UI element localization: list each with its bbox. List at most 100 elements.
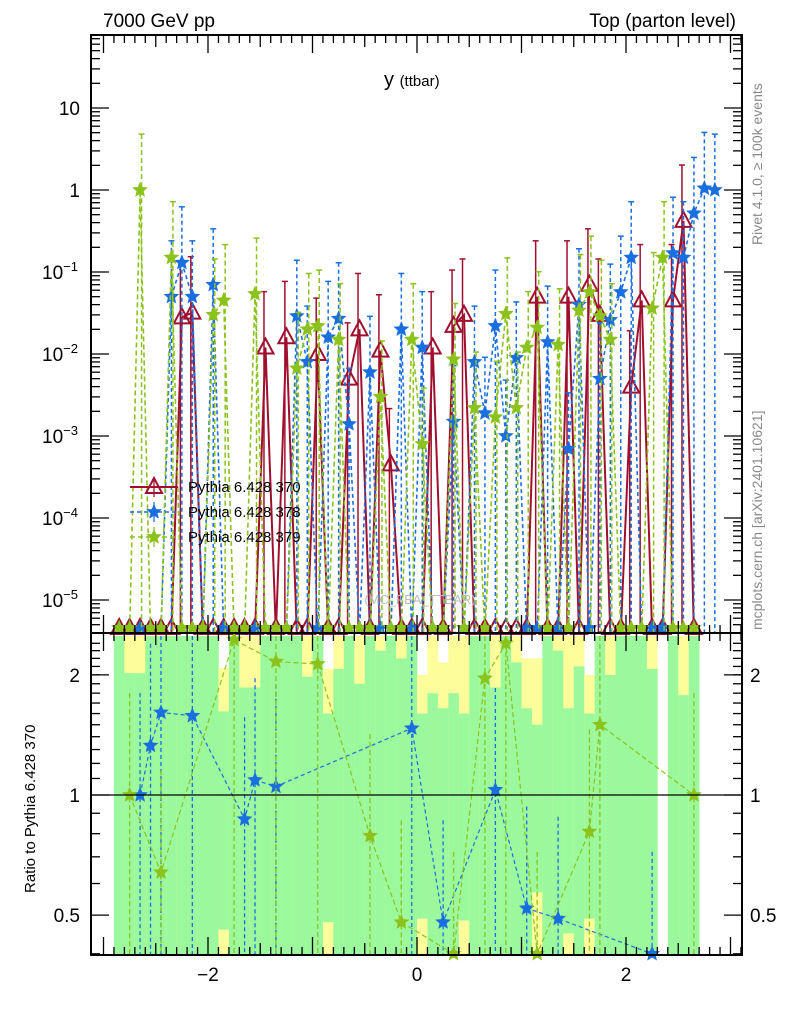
legend-marker xyxy=(144,475,164,494)
data-marker xyxy=(558,285,579,304)
band-green-bin xyxy=(375,650,386,955)
band-green-bin xyxy=(563,708,575,934)
ratio-series-layer xyxy=(121,631,702,961)
data-marker xyxy=(299,320,316,337)
data-marker xyxy=(349,318,370,337)
data-marker xyxy=(539,333,556,349)
data-marker xyxy=(308,342,328,361)
data-marker xyxy=(477,404,493,420)
data-marker xyxy=(454,303,474,322)
data-marker xyxy=(497,427,514,443)
data-marker xyxy=(184,288,201,304)
ratio-marker xyxy=(309,655,326,671)
x-tick-label: −2 xyxy=(197,965,219,986)
data-marker xyxy=(581,283,598,299)
legend-label-378: Pythia 6.428 378 xyxy=(188,504,301,521)
data-marker xyxy=(205,306,222,322)
data-marker xyxy=(341,415,357,431)
main-series-layer xyxy=(109,131,723,635)
band-green-bin xyxy=(218,711,230,930)
ratio-y-tick-label: 1 xyxy=(69,786,80,807)
mcplots-label: mcplots.cern.ch [arXiv:2401.10621] xyxy=(749,411,765,630)
data-marker xyxy=(591,370,608,386)
data-marker xyxy=(591,307,608,323)
legend: Pythia 6.428 370 Pythia 6.428 378 Pythia… xyxy=(130,475,301,547)
y-tick-label: 10−4 xyxy=(42,505,78,530)
data-marker xyxy=(612,283,629,299)
data-marker xyxy=(686,205,702,221)
series-line xyxy=(119,187,715,634)
data-marker xyxy=(673,209,694,228)
header-left: 7000 GeV pp xyxy=(103,11,215,32)
band-green-bin xyxy=(521,708,533,955)
plot-title-main: y xyxy=(384,69,394,91)
data-marker xyxy=(527,285,547,304)
data-marker xyxy=(370,339,391,358)
data-marker xyxy=(560,440,577,456)
y-tick-label: 10−2 xyxy=(42,341,78,366)
data-marker xyxy=(508,399,525,415)
data-marker xyxy=(173,254,190,270)
ratio-marker xyxy=(247,771,263,787)
data-marker xyxy=(529,319,546,335)
band-green-bin xyxy=(302,676,313,955)
ratio-y-tick-label: 0.5 xyxy=(54,906,80,927)
data-marker xyxy=(654,249,671,265)
ratio-y-tick-label: 2 xyxy=(69,666,80,687)
ratio-line xyxy=(129,638,695,955)
band-green-bin xyxy=(584,713,595,919)
data-marker xyxy=(466,353,483,369)
plot-title-sub: (ttbar) xyxy=(400,73,440,90)
x-tick-label: 0 xyxy=(412,965,423,986)
ratio-marker xyxy=(487,781,504,797)
data-marker xyxy=(518,339,535,355)
data-marker xyxy=(276,326,297,345)
band-green-bin xyxy=(605,674,616,955)
rivet-label: Rivet 4.1.0, ≥ 100k events xyxy=(749,83,765,245)
legend-label-379: Pythia 6.428 379 xyxy=(188,529,301,546)
data-marker xyxy=(309,317,326,333)
data-marker xyxy=(163,288,180,304)
data-marker xyxy=(372,388,389,404)
data-marker xyxy=(632,289,652,308)
data-marker xyxy=(299,353,316,369)
data-marker xyxy=(320,329,337,344)
data-marker xyxy=(288,307,305,323)
ratio-marker xyxy=(393,913,410,929)
data-marker xyxy=(571,302,587,318)
band-green-bin xyxy=(417,713,428,919)
data-marker xyxy=(215,292,232,308)
series-pythia-6-428-370 xyxy=(109,164,704,635)
data-marker xyxy=(163,249,180,265)
ratio-marker xyxy=(403,719,420,735)
data-marker xyxy=(602,331,619,347)
band-green-bin xyxy=(396,658,407,955)
ratio-y-tick-label-right: 0.5 xyxy=(750,906,776,927)
ratio-series-green xyxy=(121,631,702,961)
y-tick-label: 10 xyxy=(59,99,80,120)
data-marker xyxy=(663,289,683,308)
data-marker xyxy=(247,285,263,301)
data-marker xyxy=(550,336,566,352)
data-marker xyxy=(414,339,431,355)
axes: 10 1 10−1 10−2 10−3 10−4 10−5 −2 0 2 2 2 1 1 0.5 0.5 xyxy=(42,34,776,986)
data-marker xyxy=(665,244,681,260)
y-tick-label: 10−1 xyxy=(42,259,78,284)
data-marker xyxy=(393,320,410,337)
ratio-marker xyxy=(153,704,169,720)
band-green-bin xyxy=(437,708,449,955)
legend-marker xyxy=(146,528,162,544)
band-green-bin xyxy=(427,693,439,955)
plot-title: y (ttbar) xyxy=(384,69,440,91)
data-marker xyxy=(414,435,431,451)
band-green-bin xyxy=(646,668,658,955)
data-marker xyxy=(675,249,692,265)
data-marker xyxy=(623,249,640,265)
header-right: Top (parton level) xyxy=(589,11,736,32)
series-pythia-6-428-378 xyxy=(111,131,723,635)
y-tick-label: 10−5 xyxy=(42,587,78,612)
data-marker xyxy=(381,453,401,472)
data-marker xyxy=(487,408,504,424)
legend-marker xyxy=(146,503,162,519)
